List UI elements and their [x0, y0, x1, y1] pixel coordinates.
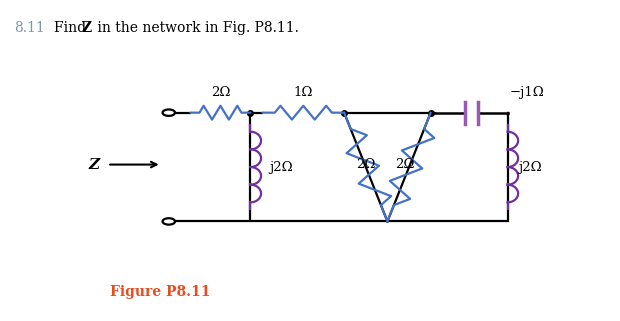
- Text: −j1Ω: −j1Ω: [510, 86, 545, 99]
- Text: j2Ω: j2Ω: [270, 160, 293, 174]
- Text: Figure P8.11: Figure P8.11: [110, 285, 211, 299]
- Text: in the network in Fig. P8.11.: in the network in Fig. P8.11.: [93, 21, 299, 35]
- Text: 2Ω: 2Ω: [356, 158, 376, 171]
- Text: 8.11: 8.11: [14, 21, 45, 35]
- Text: 1Ω: 1Ω: [294, 86, 313, 99]
- Text: j2Ω: j2Ω: [518, 160, 542, 174]
- Text: 2Ω: 2Ω: [394, 158, 414, 171]
- Text: Find: Find: [54, 21, 91, 35]
- Text: 2Ω: 2Ω: [211, 86, 230, 99]
- Text: Z: Z: [82, 21, 92, 35]
- Text: Z: Z: [89, 158, 100, 172]
